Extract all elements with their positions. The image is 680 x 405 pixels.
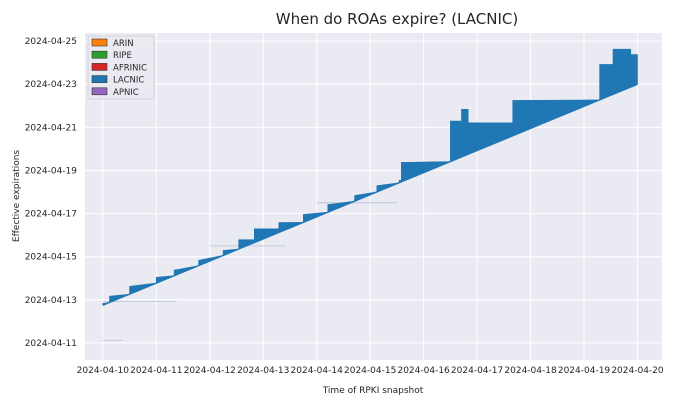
x-tick-label: 2024-04-18 — [504, 366, 557, 376]
legend-label: ARIN — [113, 39, 134, 49]
y-tick-label: 2024-04-11 — [25, 339, 77, 349]
y-tick-label: 2024-04-19 — [25, 166, 78, 176]
legend-swatch — [91, 38, 108, 47]
y-tick-label: 2024-04-17 — [25, 210, 77, 220]
x-tick-label: 2024-04-11 — [130, 366, 182, 376]
legend-label: LACNIC — [113, 76, 144, 86]
chart-title: When do ROAs expire? (LACNIC) — [276, 10, 518, 28]
legend-label: AFRINIC — [113, 63, 147, 73]
legend: ARIN RIPE AFRINIC LACNIC APNIC — [87, 35, 155, 100]
y-tick-label: 2024-04-23 — [25, 80, 77, 90]
plot-area — [85, 33, 662, 360]
x-tick-label: 2024-04-10 — [77, 366, 130, 376]
x-tick-label: 2024-04-17 — [451, 366, 503, 376]
legend-label: RIPE — [113, 51, 132, 61]
series-lacnic — [102, 48, 638, 306]
legend-swatch — [91, 75, 108, 83]
x-ticks: 2024-04-10 2024-04-11 2024-04-12 2024-04-13… — [77, 366, 664, 376]
x-axis-label: Time of RPKI snapshot — [322, 386, 424, 396]
legend-swatch — [91, 63, 108, 71]
series-step — [630, 54, 638, 88]
y-ticks: 2024-04-11 2024-04-13 2024-04-15 2024-04-17… — [25, 37, 78, 349]
y-tick-label: 2024-04-15 — [25, 253, 77, 263]
legend-swatch — [91, 50, 108, 59]
y-axis-label: Effective expirations — [12, 150, 22, 242]
series-step — [461, 109, 469, 158]
grid-lines — [85, 33, 662, 360]
x-tick-label: 2024-04-16 — [397, 366, 450, 376]
x-tick-label: 2024-04-19 — [558, 366, 611, 376]
x-tick-label: 2024-04-14 — [291, 366, 344, 376]
x-tick-label: 2024-04-13 — [237, 366, 289, 376]
series-step — [450, 120, 462, 163]
x-tick-label: 2024-04-15 — [344, 366, 396, 376]
y-tick-label: 2024-04-25 — [25, 37, 77, 47]
x-tick-label: 2024-04-20 — [611, 366, 664, 376]
y-tick-label: 2024-04-13 — [25, 296, 77, 306]
x-tick-label: 2024-04-12 — [184, 366, 236, 376]
legend-swatch — [91, 87, 108, 96]
y-tick-label: 2024-04-21 — [25, 123, 77, 133]
series-lower-edge — [102, 83, 638, 306]
legend-label: APNIC — [113, 88, 139, 98]
